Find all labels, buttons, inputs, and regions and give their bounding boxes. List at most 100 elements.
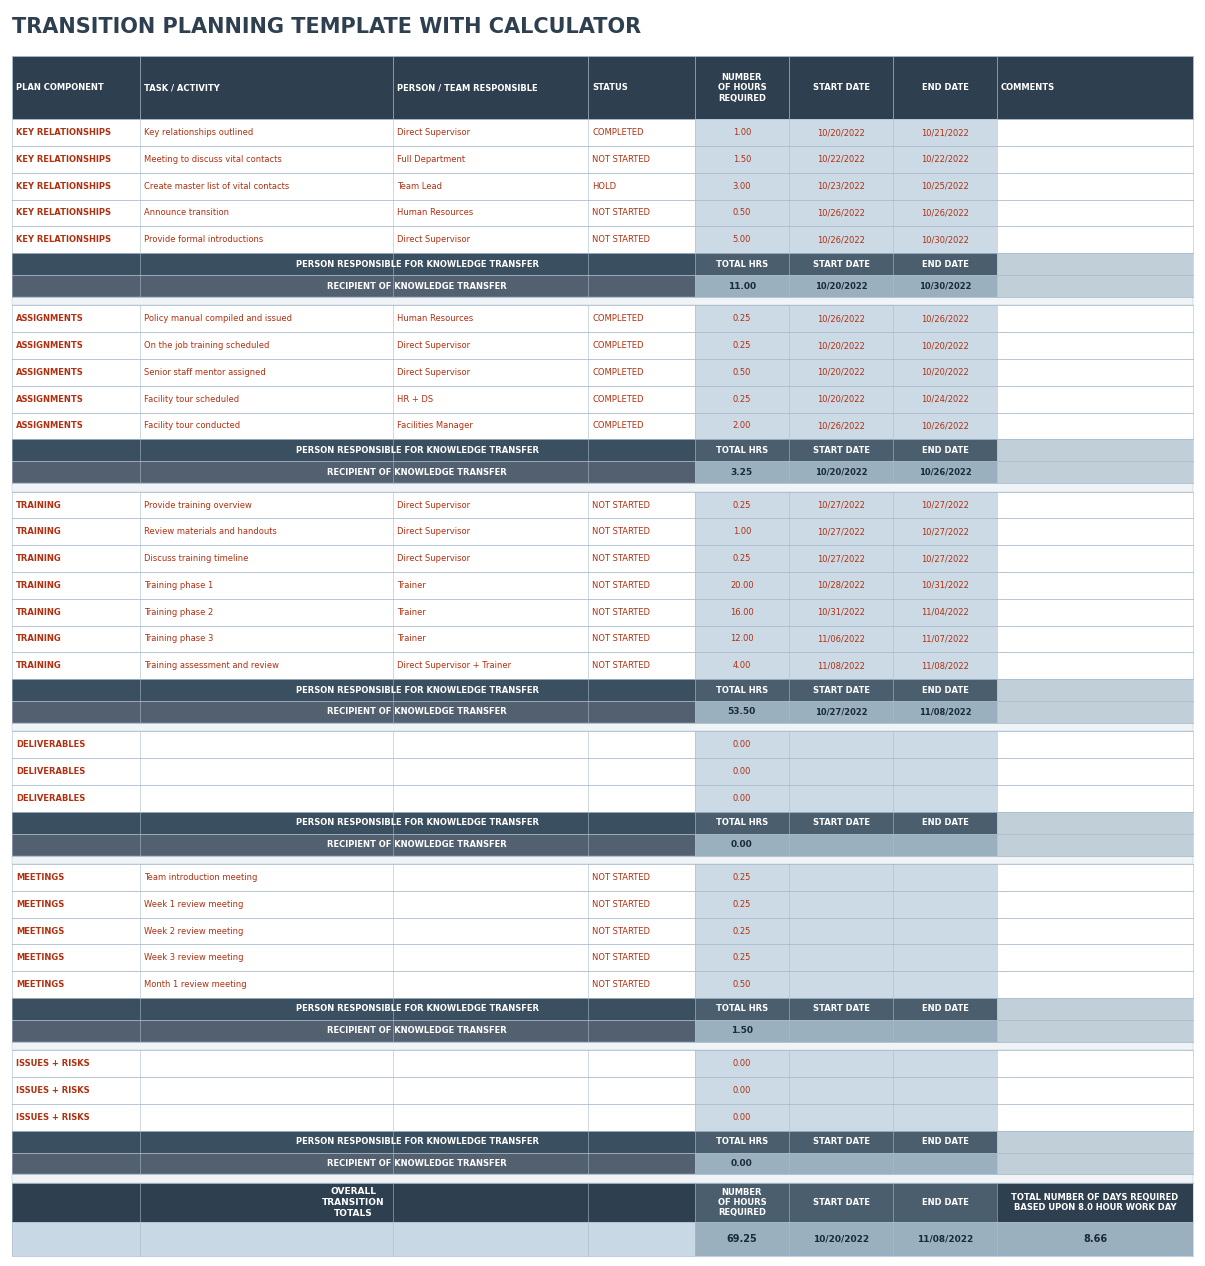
Text: TRAINING: TRAINING <box>16 581 61 590</box>
Text: KEY RELATIONSHIPS: KEY RELATIONSHIPS <box>16 182 111 191</box>
Text: NOT STARTED: NOT STARTED <box>593 500 651 510</box>
Bar <box>893 679 997 701</box>
Text: HR + DS: HR + DS <box>398 395 434 404</box>
Bar <box>789 1152 893 1175</box>
Bar <box>893 891 997 918</box>
Bar <box>694 461 789 484</box>
Text: Human Resources: Human Resources <box>398 209 474 218</box>
Text: 0.25: 0.25 <box>733 555 751 563</box>
Text: RECIPIENT OF KNOWLEDGE TRANSFER: RECIPIENT OF KNOWLEDGE TRANSFER <box>328 1027 507 1036</box>
Bar <box>694 1077 789 1104</box>
Text: 10/23/2022: 10/23/2022 <box>817 182 865 191</box>
Bar <box>997 1222 1193 1256</box>
Text: 11/08/2022: 11/08/2022 <box>917 1234 974 1243</box>
Bar <box>789 253 893 275</box>
Text: TRAINING: TRAINING <box>16 634 61 643</box>
Bar <box>694 679 789 701</box>
Bar <box>893 200 997 227</box>
Bar <box>12 1020 1193 1042</box>
Text: Policy manual compiled and issued: Policy manual compiled and issued <box>143 314 292 323</box>
Bar <box>789 834 893 856</box>
Bar <box>997 461 1193 484</box>
Bar <box>789 1051 893 1077</box>
Text: Senior staff mentor assigned: Senior staff mentor assigned <box>143 368 265 377</box>
Text: 10/31/2022: 10/31/2022 <box>921 581 969 590</box>
Text: Training phase 3: Training phase 3 <box>143 634 213 643</box>
Text: Direct Supervisor + Trainer: Direct Supervisor + Trainer <box>398 661 512 670</box>
Bar <box>789 679 893 701</box>
Bar <box>694 625 789 652</box>
Bar <box>893 1104 997 1131</box>
Text: 0.25: 0.25 <box>733 314 751 323</box>
Bar <box>789 275 893 298</box>
Bar <box>997 701 1193 723</box>
Bar <box>789 1077 893 1104</box>
Bar <box>893 625 997 652</box>
Text: COMPLETED: COMPLETED <box>593 422 643 430</box>
Bar <box>12 785 1193 812</box>
Bar <box>694 572 789 599</box>
Bar <box>893 439 997 461</box>
Text: 10/26/2022: 10/26/2022 <box>817 422 865 430</box>
Text: Direct Supervisor: Direct Supervisor <box>398 500 471 510</box>
Text: END DATE: END DATE <box>922 1137 969 1146</box>
Bar <box>694 146 789 173</box>
Text: 20.00: 20.00 <box>730 581 753 590</box>
Bar <box>893 732 997 758</box>
Text: Training phase 2: Training phase 2 <box>143 608 213 617</box>
Bar <box>893 1222 997 1256</box>
Bar <box>694 200 789 227</box>
Text: 10/22/2022: 10/22/2022 <box>921 154 969 165</box>
Text: PERSON / TEAM RESPONSIBLE: PERSON / TEAM RESPONSIBLE <box>398 84 539 92</box>
Text: 53.50: 53.50 <box>728 708 756 717</box>
Text: 10/20/2022: 10/20/2022 <box>815 467 868 477</box>
Text: 10/31/2022: 10/31/2022 <box>817 608 865 617</box>
Text: END DATE: END DATE <box>922 260 969 268</box>
Bar <box>789 732 893 758</box>
Text: 10/20/2022: 10/20/2022 <box>817 128 865 137</box>
Bar <box>12 971 1193 998</box>
Text: TOTAL HRS: TOTAL HRS <box>716 446 768 454</box>
Text: START DATE: START DATE <box>812 446 870 454</box>
Bar <box>789 652 893 679</box>
Text: 5.00: 5.00 <box>733 235 751 244</box>
Text: 10/26/2022: 10/26/2022 <box>921 422 969 430</box>
Bar <box>789 625 893 652</box>
Text: 1.00: 1.00 <box>733 128 751 137</box>
Bar <box>997 253 1193 275</box>
Bar <box>893 758 997 785</box>
Text: PERSON RESPONSIBLE FOR KNOWLEDGE TRANSFER: PERSON RESPONSIBLE FOR KNOWLEDGE TRANSFE… <box>295 686 539 695</box>
Bar <box>789 701 893 723</box>
Bar <box>12 701 1193 723</box>
Text: END DATE: END DATE <box>922 446 969 454</box>
Text: RECIPIENT OF KNOWLEDGE TRANSFER: RECIPIENT OF KNOWLEDGE TRANSFER <box>328 467 507 477</box>
Text: NOT STARTED: NOT STARTED <box>593 581 651 590</box>
Text: Month 1 review meeting: Month 1 review meeting <box>143 980 246 989</box>
Text: KEY RELATIONSHIPS: KEY RELATIONSHIPS <box>16 154 111 165</box>
Bar <box>789 572 893 599</box>
Bar <box>12 1222 1193 1256</box>
Text: 11/07/2022: 11/07/2022 <box>921 634 969 643</box>
Bar <box>893 305 997 332</box>
Text: 0.00: 0.00 <box>731 1158 753 1169</box>
Bar <box>12 360 1193 386</box>
Text: 11/08/2022: 11/08/2022 <box>817 661 865 670</box>
Text: STATUS: STATUS <box>593 84 628 92</box>
Bar <box>694 971 789 998</box>
Text: 10/20/2022: 10/20/2022 <box>921 341 969 351</box>
Text: MEETINGS: MEETINGS <box>16 980 64 989</box>
Bar <box>12 305 1193 332</box>
Text: END DATE: END DATE <box>922 818 969 827</box>
Text: NOT STARTED: NOT STARTED <box>593 980 651 989</box>
Bar <box>694 119 789 146</box>
Bar <box>893 998 997 1020</box>
Text: START DATE: START DATE <box>812 260 870 268</box>
Bar <box>694 1051 789 1077</box>
Text: Provide training overview: Provide training overview <box>143 500 252 510</box>
Text: ASSIGNMENTS: ASSIGNMENTS <box>16 395 84 404</box>
Bar <box>12 519 1193 546</box>
Bar <box>893 360 997 386</box>
Text: ISSUES + RISKS: ISSUES + RISKS <box>16 1086 89 1095</box>
Text: Human Resources: Human Resources <box>398 314 474 323</box>
Bar <box>694 491 789 519</box>
